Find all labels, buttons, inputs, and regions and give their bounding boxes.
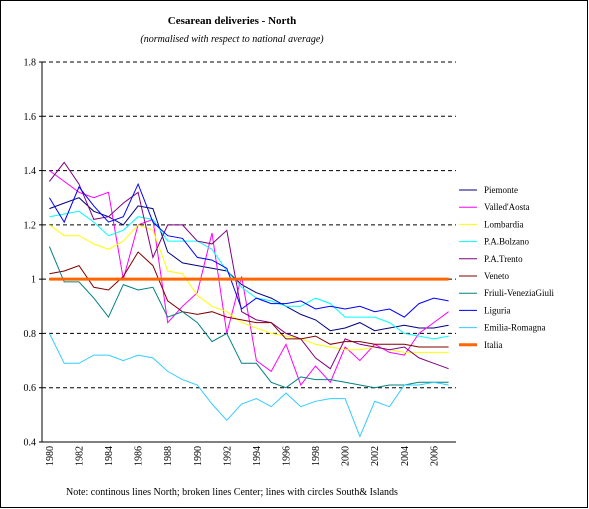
chart-subtitle: (normalised with respect to national ave… [140,34,324,45]
x-tick-label: 1998 [311,446,322,466]
series-line [48,333,449,438]
series-line [49,197,449,332]
chart-title: Cesarean deliveries - North [168,15,296,27]
legend-label: P.A.Trento [484,254,523,264]
series-line [49,251,449,348]
legend-label: Friuli-VeneziaGiuli [484,288,554,298]
series-line [48,182,449,318]
y-tick-label: 1.8 [24,58,37,69]
x-tick-label: 1986 [134,446,145,466]
x-tick-label: 2002 [370,446,381,466]
x-tick-label: 1992 [222,446,233,466]
y-tick-label: 1 [31,275,36,286]
x-tick-label: 1994 [252,446,263,466]
legend-label: Liguria [484,305,511,315]
x-tick-label: 2004 [400,446,411,466]
series-line [48,246,449,389]
x-tick-label: 1988 [163,446,174,466]
legend-label: Emilia-Romagna [484,323,545,333]
y-tick-label: 1.4 [24,166,37,177]
x-tick-label: 2000 [341,446,352,466]
y-tick-label: 1.2 [24,220,37,231]
y-tick-label: 0.8 [24,329,37,340]
x-tick-label: 1984 [104,446,115,466]
note: Note: continous lines North; broken line… [66,487,398,498]
y-tick-label: 1.6 [24,112,37,123]
series-line [49,210,449,340]
x-tick-label: 1990 [193,446,204,466]
legend-label: Valled'Aosta [484,202,530,212]
series-line [49,161,449,370]
legend-label: Lombardia [484,219,524,229]
legend-label: P.A.Bolzano [484,237,530,247]
y-tick-label: 0.6 [24,383,37,394]
x-tick-label: 1982 [74,446,85,466]
x-tick-label: 1996 [281,446,292,466]
legend-label: Italia [484,340,503,350]
x-tick-label: 1980 [45,446,56,466]
y-tick-label: 0.4 [24,438,37,449]
legend-label: Piemonte [484,185,518,195]
x-tick-label: 2006 [429,446,440,466]
legend-label: Veneto [484,271,509,281]
